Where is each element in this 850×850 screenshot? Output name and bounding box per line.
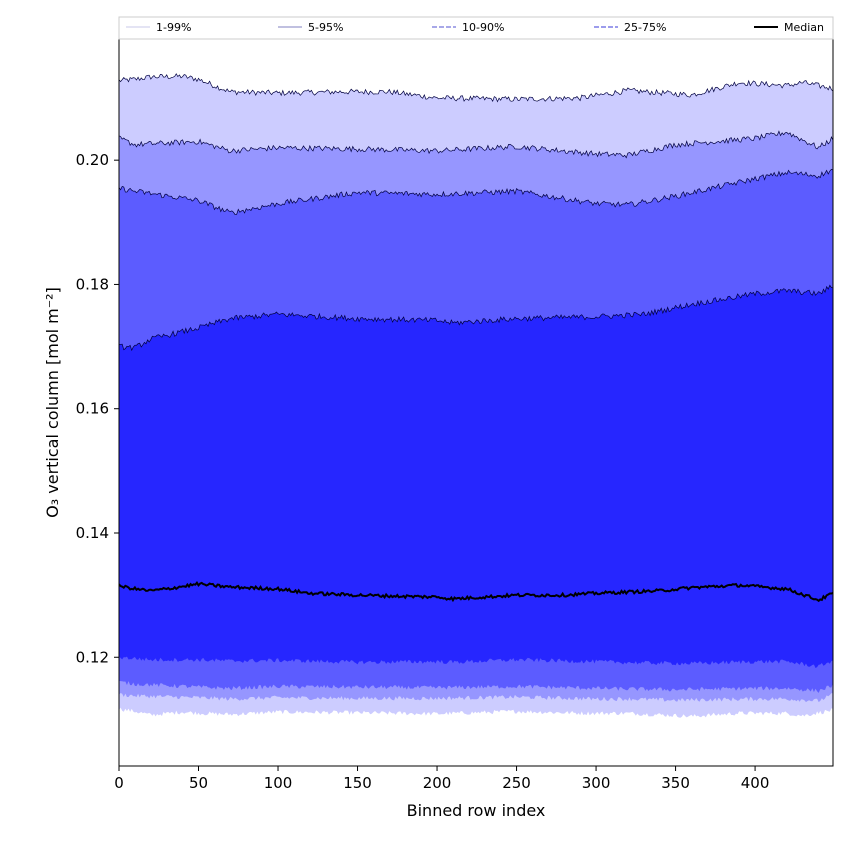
legend-label: 25-75% <box>624 21 666 34</box>
x-axis-label: Binned row index <box>407 801 546 820</box>
band-upper-edge-1-99pct <box>119 73 833 103</box>
x-tick-label: 150 <box>343 774 372 792</box>
plot-area <box>118 38 834 767</box>
legend-box <box>118 16 834 40</box>
x-tick-label: 0 <box>114 774 124 792</box>
band-25-75pct <box>119 285 833 668</box>
y-tick-label: 0.16 <box>76 400 109 418</box>
legend: 1-99% 5-95% 10-90% 25-75% Median <box>118 16 834 40</box>
band-upper-edge-25-75pct <box>119 284 833 352</box>
y-axis-ticks: 0.12 0.14 0.16 0.18 0.20 <box>76 151 119 666</box>
legend-label: 1-99% <box>156 21 191 34</box>
median-layer <box>119 580 833 603</box>
x-tick-label: 200 <box>423 774 452 792</box>
legend-label: Median <box>784 21 824 34</box>
x-tick-label: 250 <box>502 774 531 792</box>
x-tick-label: 400 <box>741 774 770 792</box>
y-axis-label: O₃ vertical column [mol m⁻²] <box>43 287 62 518</box>
y-tick-label: 0.18 <box>76 275 109 293</box>
y-tick-label: 0.20 <box>76 151 109 169</box>
y-tick-label: 0.14 <box>76 524 109 542</box>
x-tick-label: 350 <box>661 774 690 792</box>
x-tick-label: 300 <box>582 774 611 792</box>
median-line <box>119 580 833 603</box>
band-upper-edge-5-95pct <box>119 130 833 159</box>
y-tick-label: 0.12 <box>76 648 109 666</box>
percentile-bands <box>119 73 833 718</box>
legend-label: 5-95% <box>308 21 343 34</box>
band-upper-edge-10-90pct <box>119 168 833 215</box>
legend-label: 10-90% <box>462 21 504 34</box>
x-axis-ticks: 0 50 100 150 200 250 300 350 400 <box>114 766 769 792</box>
x-tick-label: 100 <box>264 774 293 792</box>
x-tick-label: 50 <box>189 774 208 792</box>
